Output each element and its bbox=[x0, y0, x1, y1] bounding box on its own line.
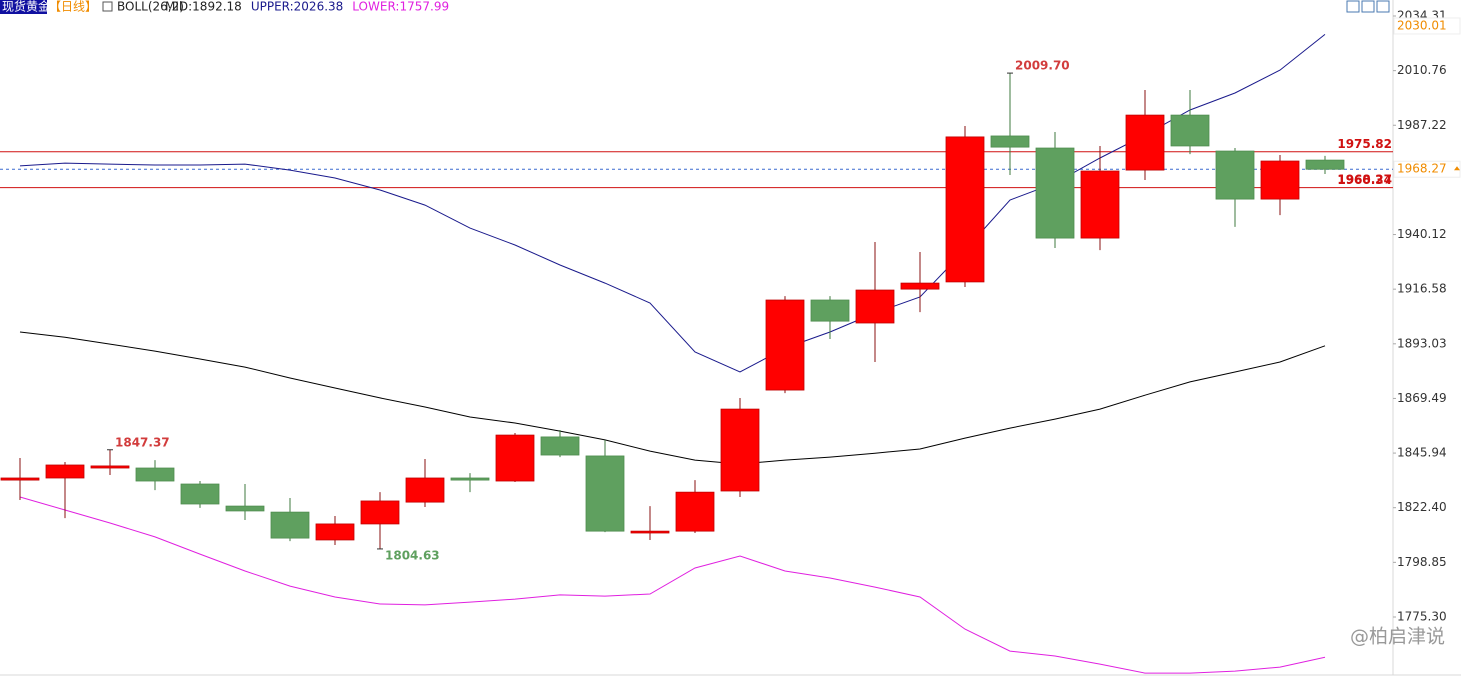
candle-body bbox=[1080, 170, 1120, 239]
candle-body bbox=[810, 299, 850, 322]
candle-body bbox=[675, 491, 715, 532]
indicator-icon[interactable] bbox=[102, 1, 113, 12]
candle-body bbox=[540, 436, 580, 456]
axis-marker-arrow bbox=[1454, 166, 1460, 171]
y-tick-label: 2010.76 bbox=[1397, 63, 1447, 77]
y-tick-label: 1987.22 bbox=[1397, 118, 1447, 132]
y-tick-label: 1798.85 bbox=[1397, 555, 1447, 569]
legend-entry: MID:1892.18 bbox=[165, 0, 242, 14]
symbol-badge bbox=[0, 0, 47, 14]
toolbar bbox=[1346, 0, 1390, 13]
last-price-label: 1968.27 bbox=[1337, 173, 1392, 187]
candle-body bbox=[270, 511, 310, 539]
boll-band bbox=[19, 496, 1326, 674]
candle-body bbox=[1035, 147, 1075, 239]
candle-body bbox=[450, 477, 490, 481]
candle-body bbox=[1125, 114, 1165, 171]
price-line-label: 1975.82 bbox=[1337, 137, 1392, 151]
axis-marker-box bbox=[1393, 17, 1461, 35]
candle-body bbox=[585, 455, 625, 532]
candle-body bbox=[315, 523, 355, 541]
legend-entry: UPPER:2026.38 bbox=[251, 0, 343, 14]
candle-body bbox=[1215, 150, 1255, 200]
high-label: 2009.70 bbox=[1015, 59, 1070, 73]
high-label: 1847.37 bbox=[115, 435, 170, 449]
tool-button[interactable] bbox=[1361, 0, 1375, 13]
period: 【日线】 bbox=[49, 0, 97, 14]
symbol: 现货黄金 bbox=[2, 0, 50, 14]
candle-body bbox=[765, 299, 805, 391]
candle-body bbox=[0, 477, 40, 481]
price-line-label: 1960.34 bbox=[1337, 173, 1392, 187]
tool-button[interactable] bbox=[1346, 0, 1360, 13]
candle-body bbox=[630, 530, 670, 534]
tool-button[interactable] bbox=[1376, 0, 1390, 13]
candle-body bbox=[1305, 159, 1345, 170]
watermark: @柏启津说 bbox=[1350, 626, 1445, 648]
y-tick-label: 1893.03 bbox=[1397, 336, 1447, 350]
boll-band bbox=[19, 331, 1326, 465]
candle-body bbox=[90, 465, 130, 469]
y-tick-label: 1869.49 bbox=[1397, 391, 1447, 405]
candle-body bbox=[855, 289, 895, 324]
y-tick-label: 1845.94 bbox=[1397, 446, 1447, 460]
boll-band bbox=[19, 34, 1326, 373]
candle-body bbox=[1260, 160, 1300, 200]
indicator: BOLL(26,2) bbox=[117, 0, 184, 14]
candle-body bbox=[720, 408, 760, 492]
legend-entry: LOWER:1757.99 bbox=[352, 0, 449, 14]
candle-body bbox=[135, 467, 175, 482]
candle-body bbox=[495, 434, 535, 482]
axis-marker-box bbox=[1393, 160, 1461, 178]
candle-body bbox=[225, 505, 265, 512]
candle-body bbox=[405, 477, 445, 503]
candle-body bbox=[1170, 114, 1210, 147]
y-tick-label: 1940.12 bbox=[1397, 227, 1447, 241]
candle-body bbox=[180, 483, 220, 505]
y-tick-label: 1916.58 bbox=[1397, 282, 1447, 296]
y-tick-label: 1822.40 bbox=[1397, 500, 1447, 514]
candle-body bbox=[945, 136, 985, 283]
candle-body bbox=[360, 500, 400, 525]
axis-marker-label: 1968.27 bbox=[1397, 162, 1447, 176]
candle-body bbox=[990, 135, 1030, 148]
candle-body bbox=[45, 464, 85, 479]
y-tick-label: 1775.30 bbox=[1397, 609, 1447, 623]
candle-body bbox=[900, 282, 940, 290]
low-label: 1804.63 bbox=[385, 548, 440, 562]
axis-marker-label: 2030.01 bbox=[1397, 18, 1447, 32]
